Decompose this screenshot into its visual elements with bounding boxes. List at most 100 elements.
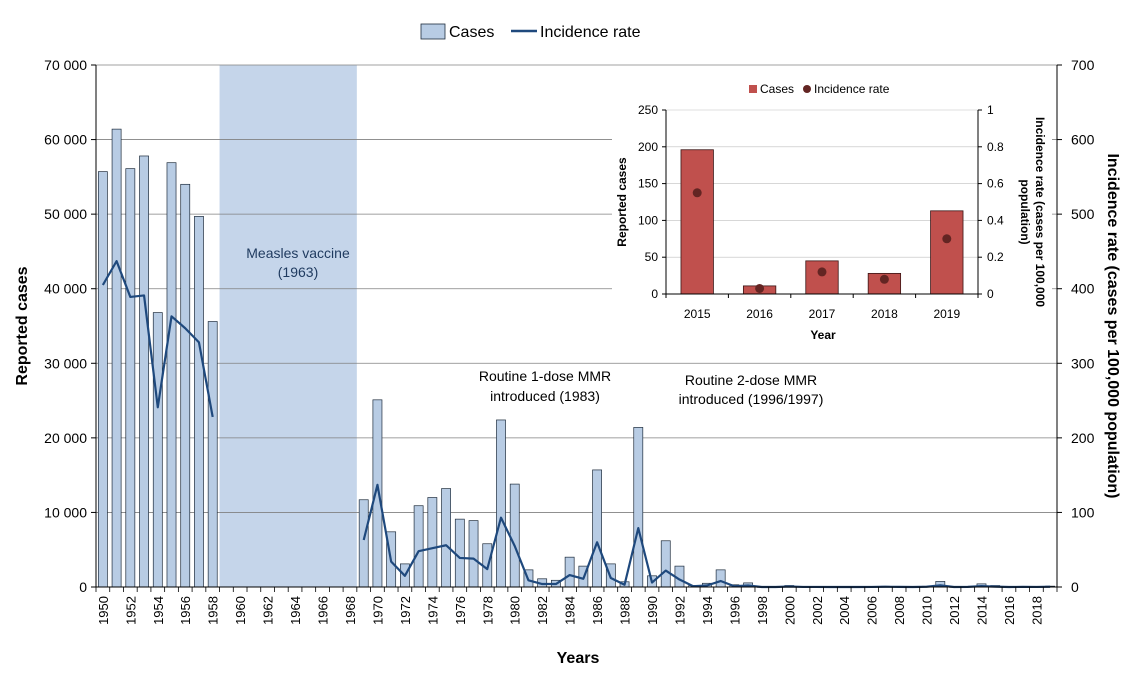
x-tick-label: 1956 <box>178 596 193 625</box>
x-tick-label: 2004 <box>837 596 852 625</box>
bar-cases-1958 <box>207 321 218 588</box>
vaccine-band <box>219 65 357 587</box>
x-tick-label: 1986 <box>590 596 605 625</box>
inset-x-tick-label: 2017 <box>809 307 836 321</box>
x-tick-label: 1954 <box>151 596 166 625</box>
legend-cases-swatch <box>420 23 446 40</box>
x-tick-label: 2010 <box>920 596 935 625</box>
x-tick-label: 1966 <box>316 596 331 625</box>
inset-dot-incidence-2015 <box>692 188 702 198</box>
inset-legend-incidence-swatch <box>803 85 811 93</box>
inset-y2-tick-label: 1 <box>987 103 994 117</box>
y-tick-label: 40 000 <box>44 281 87 297</box>
x-axis-title: Years <box>557 650 600 667</box>
inset-dot-incidence-2017 <box>817 267 827 277</box>
y-tick-label: 50 000 <box>44 206 87 222</box>
bar-cases-1986 <box>592 469 602 588</box>
x-tick-label: 1980 <box>508 596 523 625</box>
bar-cases-1969 <box>358 499 369 588</box>
inset-y2-tick-label: 0 <box>987 287 994 301</box>
y-tick-label: 60 000 <box>44 132 87 148</box>
bar-cases-1991 <box>660 540 671 588</box>
bar-cases-1954 <box>152 312 163 588</box>
bar-cases-1950 <box>97 171 108 588</box>
bar-cases-1957 <box>194 216 204 588</box>
bar-cases-1977 <box>468 520 479 588</box>
inset-y2-axis-title-line1: Incidence rate (cases per 100,000 <box>1033 117 1047 307</box>
x-tick-label: 2002 <box>810 596 825 625</box>
y2-tick-label: 100 <box>1071 504 1095 520</box>
y2-tick-label: 0 <box>1071 579 1079 595</box>
legend-cases-label: Cases <box>449 24 494 41</box>
annotation-mmr1-line2: introduced (1983) <box>490 388 600 404</box>
y2-tick-label: 300 <box>1071 355 1095 371</box>
x-tick-label: 2018 <box>1029 596 1044 625</box>
inset-x-tick-label: 2015 <box>684 307 711 321</box>
bar-cases-1956 <box>180 183 191 588</box>
y2-axis-title: Incidence rate (cases per 100,000 popula… <box>1104 153 1121 498</box>
x-tick-label: 2016 <box>1002 596 1017 625</box>
x-tick-label: 2008 <box>892 596 907 625</box>
x-tick-label: 2000 <box>782 596 797 625</box>
inset-y2-tick-label: 0.2 <box>987 250 1004 264</box>
bar-cases-1976 <box>454 518 465 588</box>
inset-x-axis-title: Year <box>810 328 836 342</box>
bar-cases-1951 <box>111 128 122 588</box>
bar-cases-1973 <box>413 505 424 588</box>
x-tick-label: 2006 <box>865 596 880 625</box>
bar-cases-1955 <box>166 162 177 588</box>
inset-x-tick-label: 2016 <box>746 307 773 321</box>
bar-cases-1995 <box>715 569 726 588</box>
inset-legend-cases-swatch <box>749 85 757 93</box>
inset-y-tick-label: 250 <box>638 103 658 117</box>
inset-y-tick-label: 150 <box>638 177 658 191</box>
inset-y-tick-label: 100 <box>638 213 658 227</box>
inset-dot-incidence-2016 <box>755 283 765 293</box>
x-tick-label: 1982 <box>535 596 550 625</box>
inset-x-tick-label: 2019 <box>933 307 960 321</box>
x-tick-label: 1990 <box>645 596 660 625</box>
x-tick-label: 1976 <box>453 596 468 625</box>
annotation-mmr2-line2: introduced (1996/1997) <box>679 391 824 407</box>
bar-cases-1979 <box>496 419 506 588</box>
y-tick-label: 10 000 <box>44 504 87 520</box>
inset-y-axis-title: Reported cases <box>615 157 629 247</box>
incidence-line-segment-1 <box>101 260 214 418</box>
inset-bar-cases-2015 <box>680 149 714 295</box>
bar-cases-1974 <box>427 497 438 588</box>
y-tick-label: 30 000 <box>44 355 87 371</box>
x-tick-label: 1994 <box>700 596 715 625</box>
x-tick-label: 1984 <box>563 596 578 625</box>
inset-y2-tick-label: 0.6 <box>987 177 1004 191</box>
legend-incidence-label: Incidence rate <box>540 24 641 41</box>
bar-cases-1989 <box>633 427 644 588</box>
x-tick-label: 1998 <box>755 596 770 625</box>
x-tick-label: 1964 <box>288 596 303 625</box>
inset-legend-cases-label: Cases <box>760 82 794 96</box>
bar-cases-1952 <box>125 168 136 588</box>
bar-cases-1975 <box>441 488 451 588</box>
inset-y-tick-label: 200 <box>638 140 658 154</box>
x-tick-label: 2014 <box>974 596 989 625</box>
inset-bar-cases-2017 <box>805 260 839 295</box>
inset-y-tick-label: 0 <box>651 287 658 301</box>
x-tick-label: 1958 <box>206 596 221 625</box>
x-tick-label: 1968 <box>343 596 358 625</box>
inset-dot-incidence-2019 <box>942 234 952 244</box>
x-tick-label: 1988 <box>618 596 633 625</box>
x-tick-label: 1992 <box>672 596 687 625</box>
main-legend: Cases Incidence rate <box>420 23 641 41</box>
x-tick-label: 1996 <box>727 596 742 625</box>
inset-legend-incidence-label: Incidence rate <box>814 82 890 96</box>
bar-cases-1953 <box>139 155 149 588</box>
inset-y2-axis-title-line2: population) <box>1018 179 1032 244</box>
x-tick-label: 1974 <box>425 596 440 625</box>
annotation-mmr1-line1: Routine 1-dose MMR <box>479 368 611 384</box>
inset-chart: Cases Incidence rate 0 50 100 150 200 250 0 0.… <box>612 70 1052 350</box>
x-tick-label: 1970 <box>370 596 385 625</box>
y2-tick-label: 200 <box>1071 430 1095 446</box>
y2-tick-label: 500 <box>1071 206 1095 222</box>
vaccine-band-label-line2: (1963) <box>278 264 318 280</box>
x-tick-label: 1978 <box>480 596 495 625</box>
